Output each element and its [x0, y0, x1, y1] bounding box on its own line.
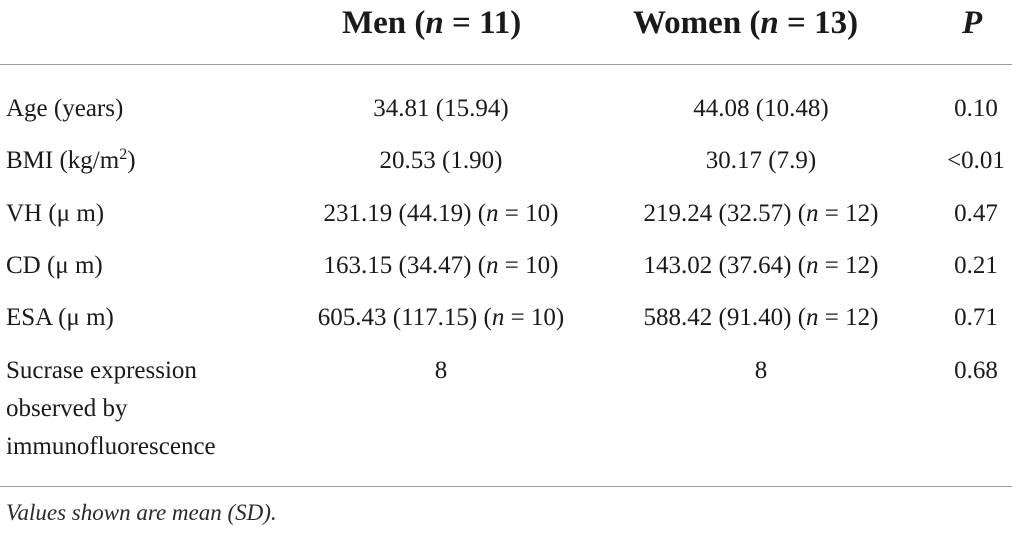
women-value: 30.17 (7.9): [705, 147, 817, 174]
header-men-label: Men: [342, 5, 407, 41]
men-value: 8: [434, 357, 448, 384]
men-value-n: 10: [525, 200, 551, 227]
row-label: ESA (μ m): [6, 304, 114, 331]
p-value: 0.68: [954, 357, 998, 384]
women-value-main: 143.02 (37.64): [643, 252, 792, 279]
women-value-n: 12: [845, 200, 871, 227]
row-label: BMI (kg/m2): [6, 142, 136, 180]
men-value-n: 10: [530, 304, 556, 331]
men-value: 34.81 (15.94): [373, 95, 509, 122]
women-value: 219.24 (32.57) (n = 12): [643, 200, 879, 227]
women-value-n: 12: [845, 304, 871, 331]
women-value-main: 219.24 (32.57): [643, 200, 792, 227]
p-value: 0.71: [954, 304, 998, 331]
men-value: 20.53 (1.90): [379, 147, 503, 174]
men-value: 163.15 (34.47) (n = 10): [323, 252, 559, 279]
row-label: Age (years): [6, 95, 124, 122]
row-label-tail: ): [127, 147, 136, 174]
row-label-sup: 2: [119, 146, 128, 163]
row-label: Sucrase expression observed by immunoflu…: [6, 357, 216, 460]
p-value: 0.21: [954, 252, 998, 279]
women-value-n: 12: [845, 252, 871, 279]
men-value-main: 231.19 (44.19): [323, 200, 472, 227]
women-value: 44.08 (10.48): [693, 95, 829, 122]
header-men-n: 11: [479, 5, 511, 41]
header-men: Men (n = 11): [342, 5, 522, 41]
row-label: VH (μ m): [6, 200, 105, 227]
women-value: 8: [754, 357, 768, 384]
header-women-label: Women: [633, 5, 742, 41]
header-women-n: 13: [814, 5, 848, 41]
table-footnote: Values shown are mean (SD).: [6, 500, 277, 525]
header-p: P: [962, 5, 983, 41]
header-women: Women (n = 13): [633, 5, 859, 41]
men-value-main: 605.43 (117.15): [317, 304, 478, 331]
men-value: 231.19 (44.19) (n = 10): [323, 200, 559, 227]
men-value: 605.43 (117.15) (n = 10): [317, 304, 565, 331]
p-value: 0.47: [954, 200, 998, 227]
women-value: 143.02 (37.64) (n = 12): [643, 252, 879, 279]
women-value-main: 588.42 (91.40): [643, 304, 792, 331]
p-value: <0.01: [947, 147, 1005, 174]
men-value-main: 163.15 (34.47): [323, 252, 472, 279]
row-label-text: BMI (kg/m: [6, 147, 120, 174]
men-value-n: 10: [525, 252, 551, 279]
bottom-rule: [0, 486, 1012, 487]
women-value: 588.42 (91.40) (n = 12): [643, 304, 879, 331]
top-rule: [0, 64, 1012, 65]
p-value: 0.10: [954, 95, 998, 122]
row-label: CD (μ m): [6, 252, 103, 279]
